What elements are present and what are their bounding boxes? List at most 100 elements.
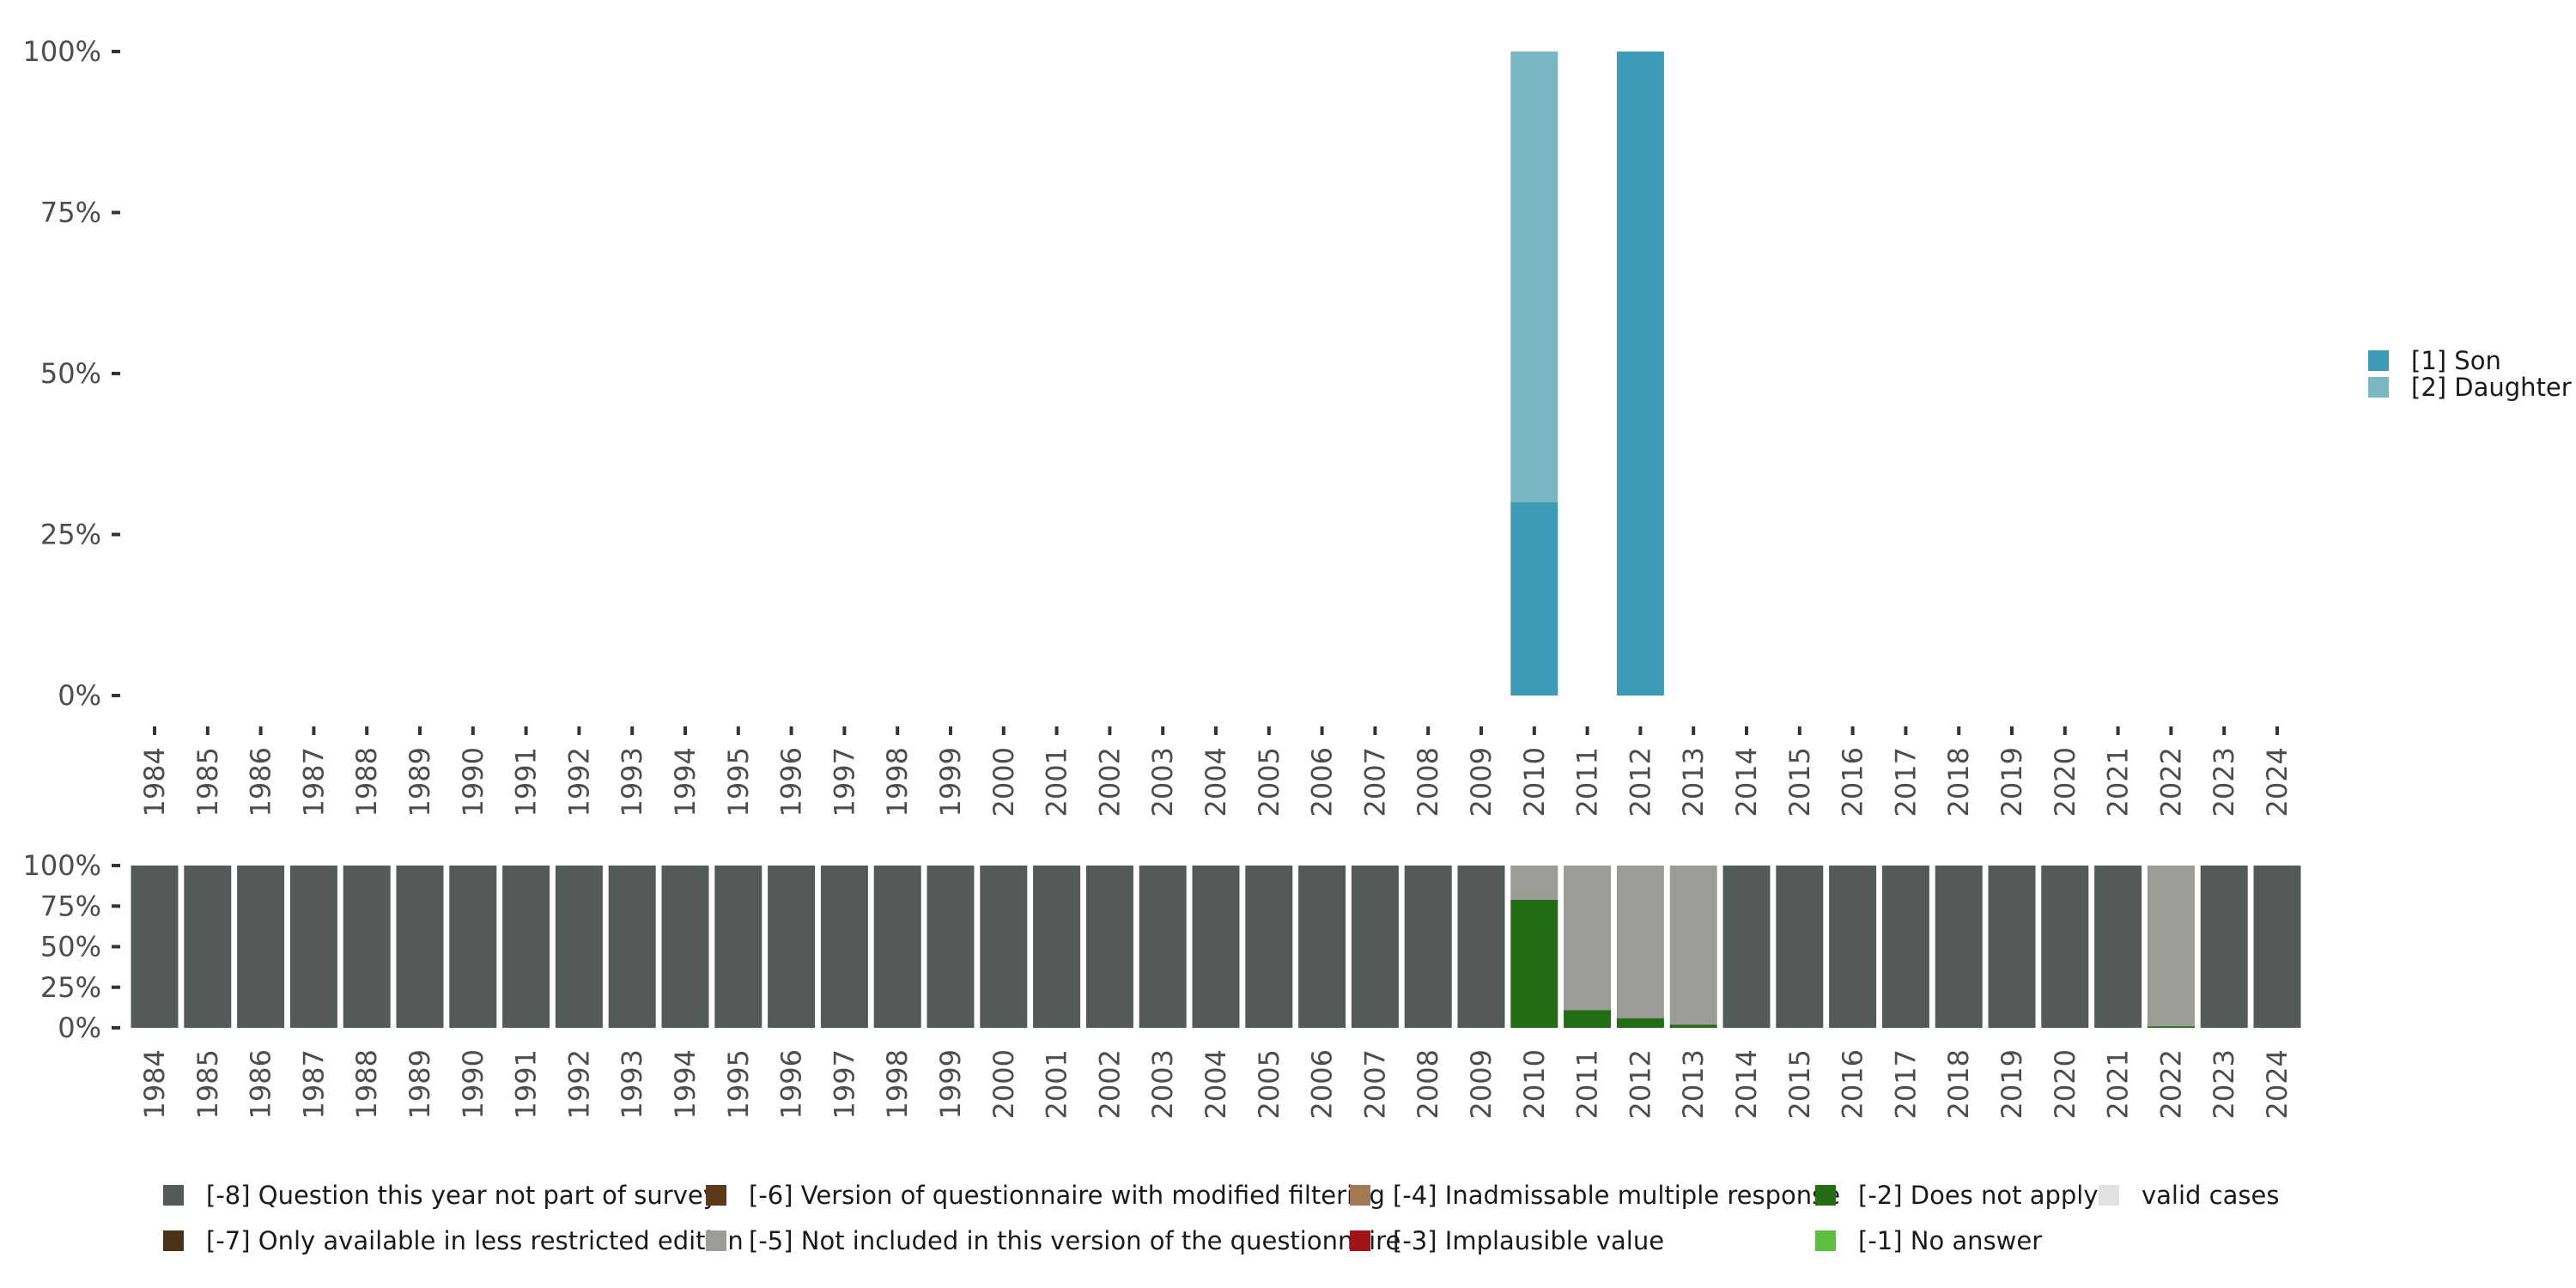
y-tick-label: 100% [23,849,101,882]
bar-segment [661,866,709,1028]
x-tick-label: 1998 [881,747,914,817]
x-tick-label: 1987 [297,1049,330,1119]
bar-segment [1776,866,1824,1028]
x-tick-label: 2006 [1306,747,1339,817]
x-tick-label: 2014 [1730,1049,1763,1119]
bar-segment [1564,1010,1612,1028]
x-tick-label: 2019 [1996,747,2028,817]
x-tick-label: 2015 [1783,747,1816,817]
bar-segment [980,866,1028,1028]
x-tick-label: 2012 [1624,1049,1656,1119]
legend-swatch [706,1185,726,1206]
bar-segment [131,866,179,1028]
x-tick-label: 2004 [1200,1049,1232,1119]
bar-segment [608,866,656,1028]
bar-segment [1510,52,1558,502]
x-tick-label: 1990 [457,747,489,817]
bar-segment [1564,866,1612,1011]
missing-chart: 0% 25% 50% 75% 100% 1984 1985 1986 1987 1988 1989 1… [23,849,2301,1119]
x-tick-label: 2023 [2208,747,2240,817]
x-tick-label: 2016 [1837,1049,1869,1119]
x-tick-label: 2024 [2261,1049,2293,1119]
bar-segment [237,866,285,1028]
bar-segment [1298,866,1346,1028]
x-tick-label: 2023 [2208,1049,2240,1119]
y-tick-label: 25% [40,519,101,551]
y-tick-label: 0% [58,679,101,712]
x-tick-label: 1986 [245,747,277,817]
x-tick-label: 1997 [828,747,860,817]
y-tick-label: 50% [40,931,101,963]
x-tick-label: 2021 [2102,1049,2135,1119]
bar-segment [873,866,921,1028]
legend-label: [-5] Not included in this version of the… [749,1226,1400,1255]
main-chart: 0% 25% 50% 75% 100% 1984 1985 1986 1987 1988 1989 1… [23,35,2293,817]
x-tick-label: 2019 [1996,1049,2028,1119]
bar-segment [1404,866,1452,1028]
x-tick-label: 2016 [1837,747,1869,817]
bar-segment [1457,866,1505,1028]
missing-legend: [-8] Question this year not part of surv… [163,1181,2279,1255]
x-tick-label: 2003 [1146,747,1179,817]
legend-swatch [706,1230,726,1251]
x-tick-label: 1999 [934,1049,967,1119]
bar-segment [1351,866,1399,1028]
x-tick-label: 2022 [2154,747,2187,817]
bar-segment [2200,866,2248,1028]
y-tick-label: 25% [40,971,101,1004]
x-tick-label: 2009 [1465,747,1498,817]
bar-segment [1616,1018,1664,1028]
y-tick-label: 0% [58,1012,101,1044]
bar-segment [1192,866,1240,1028]
bar-segment [449,866,497,1028]
bar-segment [2041,866,2089,1028]
x-tick-label: 1999 [934,747,967,817]
legend-swatch [1350,1230,1370,1251]
x-tick-label: 1994 [669,1049,702,1119]
bar-segment [396,866,444,1028]
x-tick-label: 2011 [1571,1049,1604,1119]
bar-segment [1510,866,1558,900]
legend-swatch [2368,350,2389,371]
bar-segment [289,866,337,1028]
x-tick-label: 1989 [404,747,436,817]
bar-segment [1829,866,1877,1028]
bar-segment [184,866,232,1028]
x-tick-label: 2013 [1677,747,1710,817]
x-tick-label: 2001 [1041,1049,1073,1119]
y-tick-label: 75% [40,197,101,229]
bar-segment [2094,866,2142,1028]
y-tick-label: 100% [23,35,101,68]
x-tick-label: 2011 [1571,747,1604,817]
x-tick-label: 1995 [722,1049,755,1119]
legend-label: [-2] Does not apply [1858,1181,2099,1210]
bar-segment [502,866,550,1028]
legend-label: [-1] No answer [1858,1226,2042,1255]
x-tick-label: 2008 [1412,1049,1444,1119]
x-tick-label: 1992 [562,1049,595,1119]
bar-segment [1669,1024,1717,1028]
bar-segment [555,866,603,1028]
bar-segment [1669,866,1717,1025]
legend-swatch [1815,1230,1836,1251]
x-tick-label: 1987 [297,747,330,817]
x-tick-label: 2009 [1465,1049,1498,1119]
y-tick-label: 75% [40,890,101,922]
x-tick-label: 1988 [350,1049,383,1119]
legend-label: [2] Daughter [2411,373,2572,402]
x-tick-label: 2024 [2261,747,2293,817]
x-tick-label: 1986 [245,1049,277,1119]
x-tick-label: 1990 [457,1049,489,1119]
legend-label: valid cases [2142,1181,2279,1210]
x-tick-label: 2007 [1358,1049,1391,1119]
bar-segment [1935,866,1983,1028]
legend-swatch [2368,377,2389,398]
bar-segment [714,866,762,1028]
bar-segment [1616,52,1664,696]
x-tick-label: 1995 [722,747,755,817]
bar-segment [1988,866,2036,1028]
x-tick-label: 2001 [1041,747,1073,817]
legend-swatch [2099,1185,2119,1206]
bar-segment [1881,866,1929,1028]
